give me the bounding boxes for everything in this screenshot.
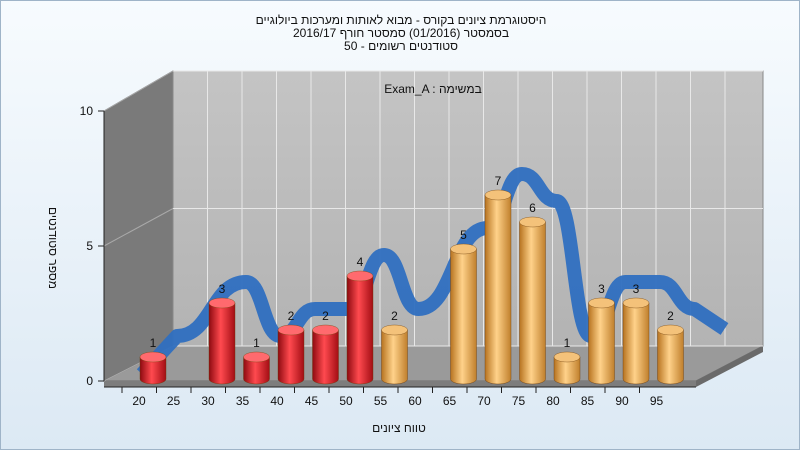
bar-top [622,297,650,309]
y-axis-title: מספר סטודנטים [46,207,60,289]
bar-top [277,324,305,336]
bar-top [484,189,512,201]
floor-right-edge [696,346,763,387]
x-tick-label: 70 [477,394,491,408]
chart-students-count: סטודנטים רשומים - 50 [344,39,458,53]
x-tick-label: 55 [374,394,388,408]
bar [312,324,339,385]
data-label: 3 [598,282,605,296]
x-tick-label: 45 [305,394,319,408]
data-label: 2 [391,309,398,323]
x-tick-label: 20 [132,394,146,408]
left-wall [103,70,174,382]
x-tick-label: 90 [615,394,629,408]
bar-body [622,302,650,385]
bar-top [657,324,684,336]
bar [450,243,477,385]
x-tick-label: 25 [167,394,181,408]
exam-annotation: Exam_A : במשימה [384,82,482,96]
x-ticks: 20 25 30 35 40 45 50 55 60 65 70 75 80 85 90 95 [121,387,664,408]
data-label: 6 [529,201,536,215]
data-label: 2 [288,309,295,323]
data-label: 7 [495,174,502,188]
data-labels: 1 3 1 2 2 4 2 5 7 6 1 3 3 2 [150,174,675,350]
bar [381,324,408,385]
bar-top [381,324,408,336]
bar-body [277,329,305,385]
bar-body [208,302,236,385]
x-tick-label: 85 [581,394,595,408]
y-ticks: 0 5 10 [80,104,104,388]
data-label: 1 [150,336,157,350]
y-tick-label: 0 [86,374,93,388]
bar-body [346,275,374,385]
x-tick-label: 75 [512,394,526,408]
bar [588,297,615,385]
bar-body [588,302,615,385]
x-tick-label: 40 [270,394,284,408]
data-label: 3 [633,282,640,296]
bar-body [657,329,684,385]
bar-top [208,297,236,309]
grid-line-diag [103,70,174,112]
bar [484,189,512,385]
x-axis-title: טווח ציונים [372,421,426,435]
bar [277,324,305,385]
data-label: 2 [667,309,674,323]
bar-body [139,356,167,385]
bar-body [243,356,270,385]
bar [657,324,684,385]
bar-top [553,351,581,363]
bar-body [450,248,477,385]
x-tick-label: 95 [650,394,664,408]
y-tick-label: 10 [80,104,94,118]
bar-top [312,324,339,336]
bar-top [139,351,167,363]
bar [622,297,650,385]
grid-line-diag [103,208,174,247]
bar [208,297,236,385]
data-label: 3 [219,282,226,296]
bar-top [450,243,477,255]
data-label: 1 [564,336,571,350]
bar-top [346,270,374,282]
bar [519,216,546,385]
bar-body [553,356,581,385]
chart-title: היסטוגרמת ציונים בקורס - מבוא לאותות ומע… [256,13,547,27]
bar-body [312,329,339,385]
data-label: 2 [322,309,329,323]
x-tick-label: 35 [236,394,250,408]
x-tick-label: 80 [546,394,560,408]
bar-top [243,351,270,363]
bars [139,189,684,385]
bar [346,270,374,385]
x-tick-label: 60 [408,394,422,408]
y-tick-label: 5 [86,239,93,253]
bar [243,351,270,385]
x-tick-label: 50 [339,394,353,408]
bar-body [519,221,546,385]
bar-body [484,194,512,385]
data-label: 4 [357,255,364,269]
bar [553,351,581,385]
data-label: 5 [460,228,467,242]
data-label: 1 [253,336,260,350]
x-tick-label: 65 [443,394,457,408]
chart-subtitle: בסמסטר (01/2016) סמסטר חורף 2016/17 [293,26,509,40]
bar-top [588,297,615,309]
bar-body [381,329,408,385]
x-tick-label: 30 [201,394,215,408]
bar [139,351,167,385]
bar-top [519,216,546,228]
